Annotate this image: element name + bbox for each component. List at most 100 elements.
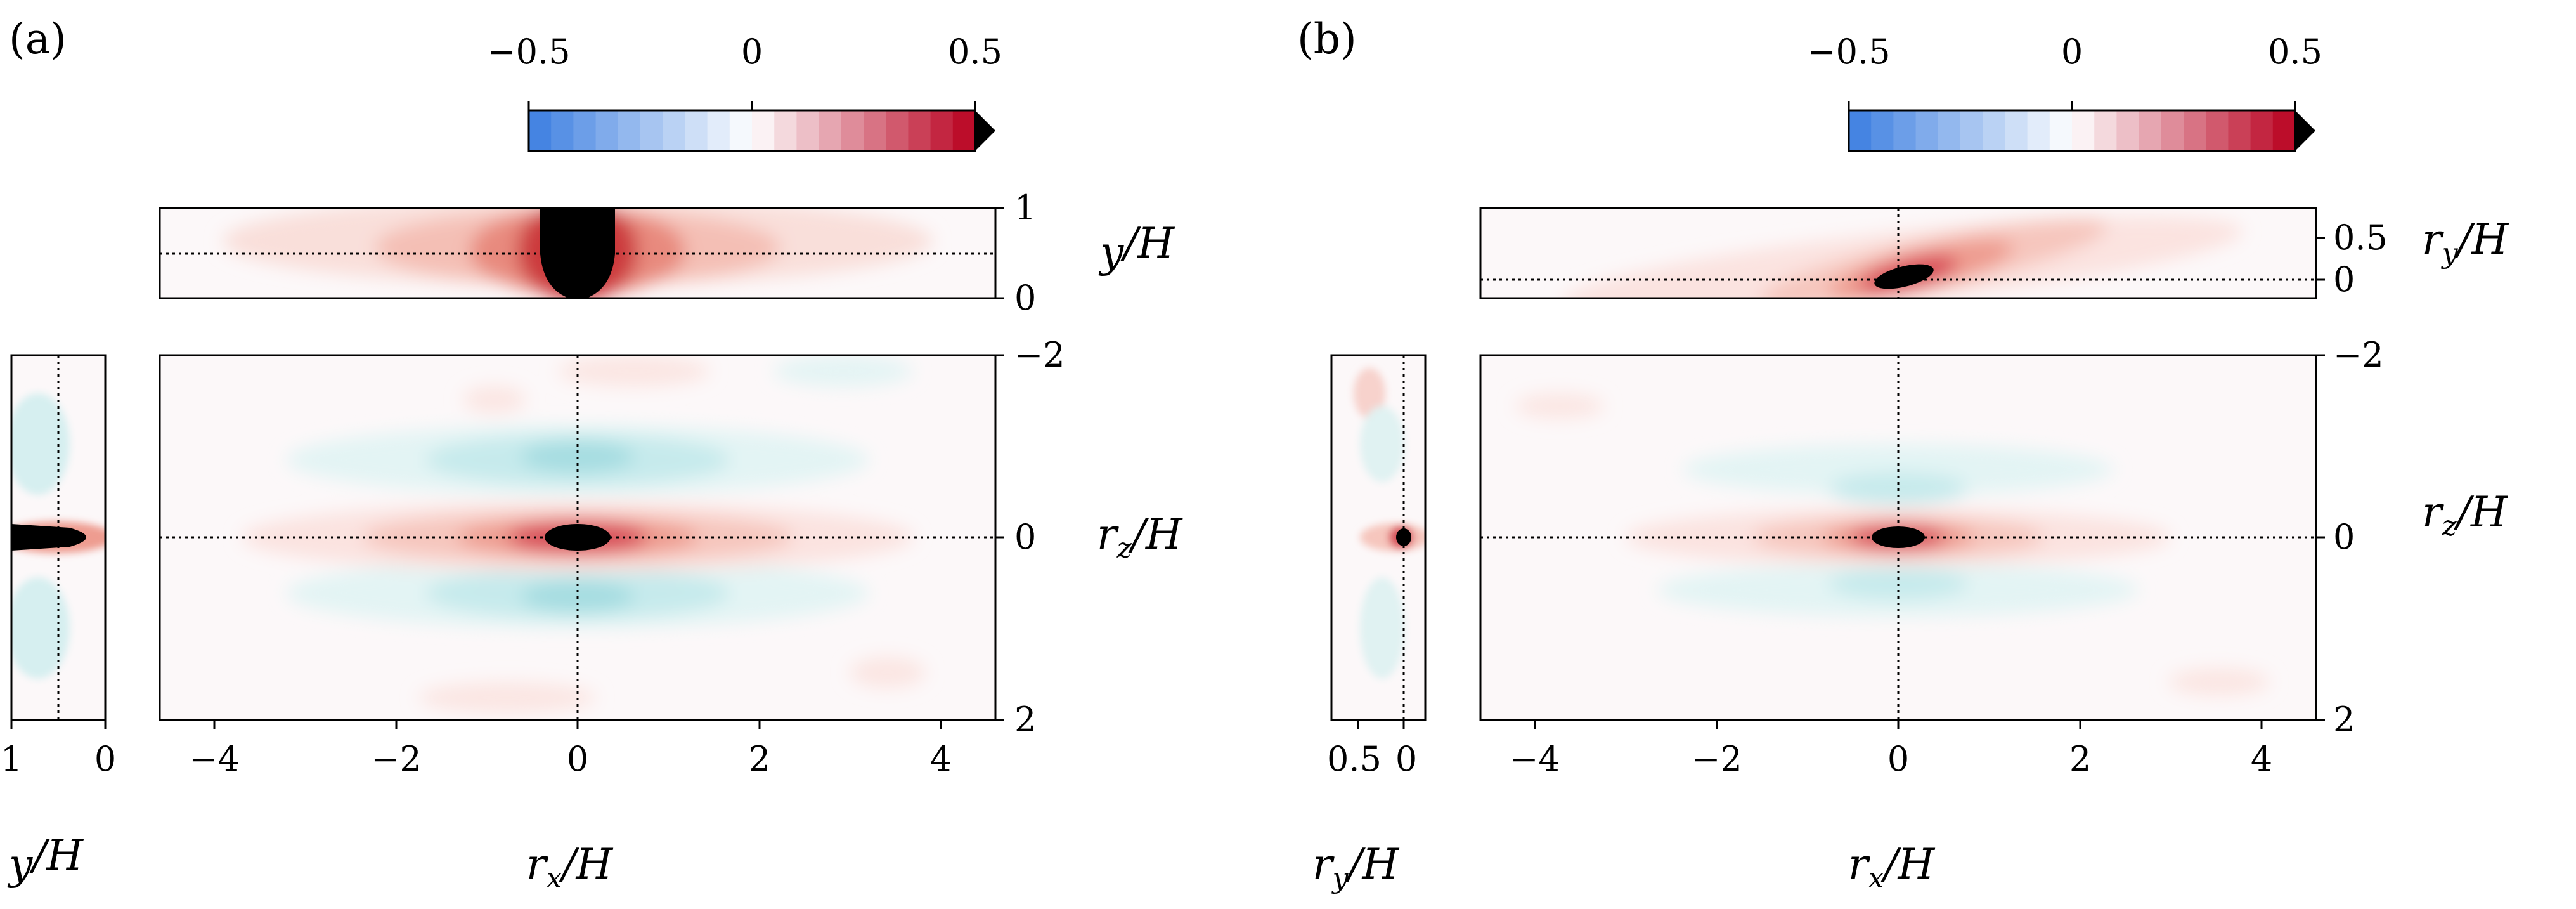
colorbar-segment [2094, 110, 2117, 151]
x-tick-label: −4 [189, 739, 240, 779]
plot-frame [159, 207, 997, 299]
colorbar-segment [952, 110, 976, 151]
colorbar-segment [886, 110, 909, 151]
main-y-axis-label: rz/H [1097, 510, 1183, 565]
positive-saturated-region [1874, 264, 1934, 289]
colorbar-tick-label: 0.5 [948, 32, 1002, 72]
colorbar-segment [819, 110, 842, 151]
colorbar-segment [864, 110, 886, 151]
colorbar-tick-label: 0.5 [2268, 32, 2322, 72]
colorbar-segment [2161, 110, 2184, 151]
colorbar-segment [573, 110, 597, 151]
colorbar-segment [640, 110, 663, 151]
panel-b-colorbar: −0.5 0 0.5 [1807, 32, 2322, 152]
top-y-axis-label: ry/H [2422, 215, 2509, 270]
colorbar-segment [1893, 110, 1917, 151]
colorbar-tick-label: 0 [2061, 32, 2083, 72]
x-tick-label: −4 [1510, 739, 1560, 779]
panel-b-main-plot: −2 0 2 −4 −2 0 2 4 rx/H rz/H [1479, 335, 2508, 894]
colorbar-segment [1915, 110, 1939, 151]
colorbar-segment [2206, 110, 2229, 151]
colorbar-segment [2116, 110, 2140, 151]
panel-a-top-plot: 1 0 y/H [159, 188, 1175, 318]
x-tick-label: 2 [2069, 739, 2091, 779]
side-x-axis-label: y/H [7, 831, 84, 889]
colorbar-segment [908, 110, 931, 151]
colorbar-segment [2005, 110, 2028, 151]
x-tick-label: 0 [1395, 739, 1417, 779]
panel-a-colorbar: −0.5 0 0.5 [487, 32, 1002, 152]
colorbar-segment [729, 110, 753, 151]
colorbar-segment [1960, 110, 1983, 151]
main-x-axis-label: rx/H [1848, 840, 1936, 894]
colorbar-segment [551, 110, 574, 151]
colorbar-segment [2139, 110, 2162, 151]
positive-saturated-region [1872, 526, 1925, 548]
colorbar-extend-arrow [975, 110, 995, 151]
top-y-axis-label: y/H [1098, 219, 1175, 277]
colorbar-segment [2027, 110, 2050, 151]
colorbar-segments [1849, 110, 2296, 151]
colorbar-segment [1938, 110, 1961, 151]
x-tick-label: −2 [371, 739, 422, 779]
colorbar-segment [529, 110, 552, 151]
panel-a-main-plot: −2 0 2 −4 −2 0 2 4 rx/H rz/H [159, 335, 1183, 894]
x-tick-label: 0 [567, 739, 588, 779]
colorbar-segment [774, 110, 797, 151]
x-tick-label: 0 [1887, 739, 1909, 779]
colorbar-segment [752, 110, 775, 151]
colorbar-tick-label: 0 [741, 32, 763, 72]
colorbar-segment [685, 110, 708, 151]
x-tick-label: 4 [2251, 739, 2272, 779]
colorbar-tick-label: −0.5 [1807, 32, 1890, 72]
x-tick-label: 1 [1, 739, 22, 779]
panel-b-top-plot: 0 0.5 ry/H [1479, 207, 2509, 299]
plot-frame [10, 354, 107, 721]
colorbar-tick-label: −0.5 [487, 32, 570, 72]
colorbar-segment [2184, 110, 2206, 151]
positive-saturated-region [1396, 528, 1411, 546]
x-tick-label: 0.5 [1327, 739, 1382, 779]
x-tick-label: 2 [749, 739, 770, 779]
panel-a: (a) −0.5 0 0.5 [1, 15, 1183, 894]
colorbar-segment [796, 110, 820, 151]
colorbar-segment [707, 110, 730, 151]
colorbar-segments [529, 110, 976, 151]
side-x-axis-label: ry/H [1312, 840, 1400, 894]
y-tick-label: 1 [1014, 188, 1036, 228]
plot-frame [1479, 207, 2317, 299]
panel-b-side-plot: 0.5 0 ry/H [1312, 354, 1427, 894]
colorbar-segment [2072, 110, 2095, 151]
colorbar-segment [663, 110, 685, 151]
y-tick-label: 0 [1014, 517, 1036, 557]
panel-a-label: (a) [9, 15, 67, 63]
y-tick-label: 0 [2333, 517, 2355, 557]
main-x-axis-label: rx/H [526, 840, 614, 894]
positive-saturated-region [11, 524, 86, 551]
panel-b-label: (b) [1297, 15, 1357, 63]
colorbar-extend-arrow [2295, 110, 2315, 151]
main-y-axis-label: rz/H [2422, 488, 2508, 542]
colorbar-segment [930, 110, 954, 151]
y-tick-label: 0.5 [2333, 218, 2388, 258]
y-tick-label: −2 [2333, 335, 2384, 375]
y-tick-label: 0 [1014, 278, 1036, 318]
colorbar-segment [1983, 110, 2005, 151]
colorbar-segment [2250, 110, 2274, 151]
panel-b: (b) −0.5 0 0.5 [1297, 15, 2509, 894]
y-tick-label: 2 [2333, 700, 2355, 740]
x-tick-label: 0 [94, 739, 116, 779]
y-tick-label: 2 [1014, 700, 1036, 740]
x-tick-label: −2 [1692, 739, 1742, 779]
y-tick-label: −2 [1014, 335, 1065, 375]
positive-saturated-region [545, 524, 611, 551]
colorbar-segment [595, 110, 619, 151]
colorbar-segment [1871, 110, 1894, 151]
colorbar-segment [2049, 110, 2073, 151]
colorbar-segment [618, 110, 641, 151]
colorbar-segment [2228, 110, 2251, 151]
plot-frame [1330, 354, 1427, 721]
colorbar-segment [1849, 110, 1872, 151]
